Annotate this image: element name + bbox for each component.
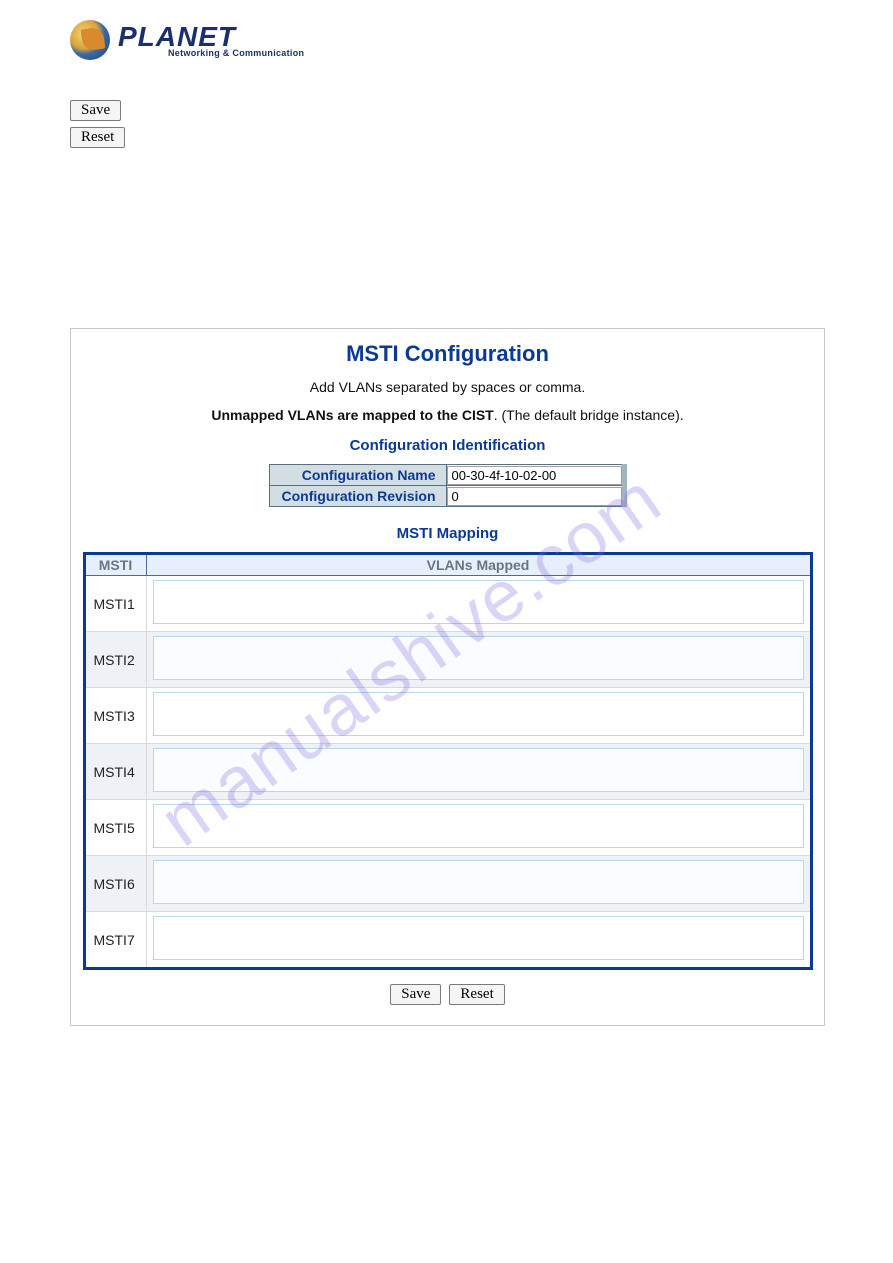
vlan-input[interactable] [153,860,804,904]
panel-save-button[interactable]: Save [390,984,441,1005]
config-rev-row: Configuration Revision [269,486,624,507]
vlan-cell [146,800,811,856]
vlan-cell [146,576,811,632]
config-name-label: Configuration Name [269,465,446,486]
section-mapping: MSTI Mapping [81,525,814,542]
msti-config-panel: manualshive.com MSTI Configuration Add V… [70,328,825,1026]
vlan-input[interactable] [153,748,804,792]
vlan-input[interactable] [153,916,804,960]
table-row: MSTI7 [84,912,811,969]
logo-tagline: Networking & Communication [168,49,304,58]
msti-mapping-table: MSTI VLANs Mapped MSTI1MSTI2MSTI3MSTI4MS… [83,552,813,970]
reset-button[interactable]: Reset [70,127,125,148]
planet-globe-icon [70,20,110,60]
config-id-table: Configuration Name Configuration Revisio… [269,464,627,507]
vlan-input[interactable] [153,580,804,624]
unmapped-note-rest: . (The default bridge instance). [494,407,684,423]
col-msti: MSTI [84,554,146,576]
unmapped-note: Unmapped VLANs are mapped to the CIST. (… [81,407,814,423]
vlan-cell [146,856,811,912]
logo: PLANET Networking & Communication [70,20,893,60]
page-title: MSTI Configuration [81,341,814,367]
vlan-cell [146,744,811,800]
config-rev-input[interactable] [447,487,622,506]
msti-label: MSTI5 [84,800,146,856]
vlan-input[interactable] [153,692,804,736]
bottom-buttons: Save Reset [81,984,814,1005]
msti-label: MSTI7 [84,912,146,969]
config-name-cell [446,465,624,486]
config-name-input[interactable] [447,466,622,485]
save-button[interactable]: Save [70,100,121,121]
table-row: MSTI4 [84,744,811,800]
msti-label: MSTI4 [84,744,146,800]
table-row: MSTI1 [84,576,811,632]
instruction-text: Add VLANs separated by spaces or comma. [81,379,814,395]
config-name-row: Configuration Name [269,465,624,486]
vlan-cell [146,688,811,744]
logo-text-wrap: PLANET Networking & Communication [118,23,304,58]
table-row: MSTI2 [84,632,811,688]
table-row: MSTI5 [84,800,811,856]
msti-label: MSTI3 [84,688,146,744]
col-vlans: VLANs Mapped [146,554,811,576]
vlan-cell [146,912,811,969]
vlan-input[interactable] [153,804,804,848]
unmapped-note-bold: Unmapped VLANs are mapped to the CIST [211,407,493,423]
panel-reset-button[interactable]: Reset [449,984,504,1005]
vlan-input[interactable] [153,636,804,680]
mapping-header-row: MSTI VLANs Mapped [84,554,811,576]
logo-brand: PLANET [118,23,304,51]
table-row: MSTI6 [84,856,811,912]
msti-label: MSTI1 [84,576,146,632]
config-rev-label: Configuration Revision [269,486,446,507]
table-row: MSTI3 [84,688,811,744]
msti-label: MSTI2 [84,632,146,688]
msti-label: MSTI6 [84,856,146,912]
top-button-column: Save Reset [70,100,893,148]
vlan-cell [146,632,811,688]
config-rev-cell [446,486,624,507]
section-config-id: Configuration Identification [81,437,814,454]
